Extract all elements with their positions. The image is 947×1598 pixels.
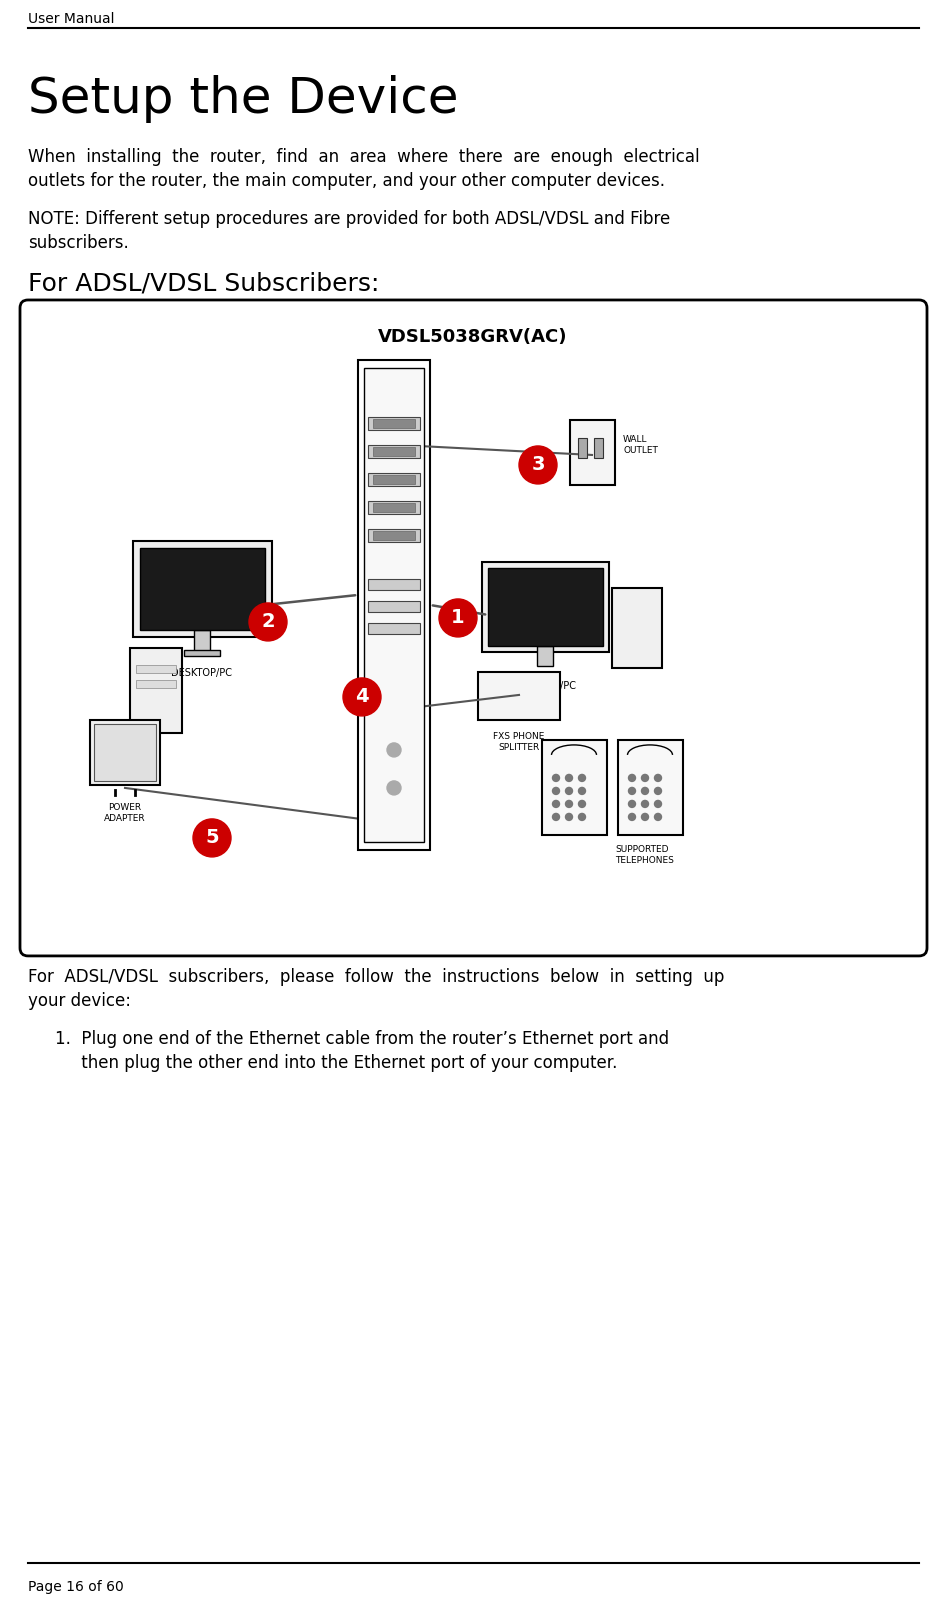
Circle shape [629,813,635,820]
Circle shape [641,775,649,781]
Bar [368,623,420,634]
Bar [478,671,560,721]
Bar [368,601,420,612]
Circle shape [629,801,635,807]
Bar [194,630,210,652]
Bar [570,420,615,484]
Circle shape [552,801,560,807]
Circle shape [552,813,560,820]
Circle shape [387,781,401,794]
Circle shape [193,818,231,857]
Text: 3: 3 [531,455,545,475]
Bar [482,562,609,652]
Bar [358,360,430,850]
Bar [373,475,415,484]
Circle shape [629,788,635,794]
Bar [368,529,420,542]
Bar [542,740,607,834]
Text: then plug the other end into the Ethernet port of your computer.: then plug the other end into the Etherne… [55,1055,617,1072]
Text: For  ADSL/VDSL  subscribers,  please  follow  the  instructions  below  in  sett: For ADSL/VDSL subscribers, please follow… [28,968,724,986]
Circle shape [439,599,477,638]
Text: DESKTOP/PC: DESKTOP/PC [514,681,576,690]
Circle shape [579,813,585,820]
Bar [364,368,424,842]
Circle shape [519,446,557,484]
FancyBboxPatch shape [20,300,927,956]
Text: WALL
OUTLET: WALL OUTLET [623,435,658,455]
Text: SUPPORTED
TELEPHONES: SUPPORTED TELEPHONES [615,845,674,865]
Text: 1.  Plug one end of the Ethernet cable from the router’s Ethernet port and: 1. Plug one end of the Ethernet cable fr… [55,1029,670,1048]
Circle shape [565,813,573,820]
Text: User Manual: User Manual [28,13,115,26]
Text: 4: 4 [355,687,368,706]
Bar [373,531,415,540]
Bar [368,417,420,430]
Bar [90,721,160,785]
Circle shape [552,775,560,781]
Circle shape [641,801,649,807]
Bar [373,447,415,455]
Circle shape [343,678,381,716]
Circle shape [641,813,649,820]
Text: DESKTOP/PC: DESKTOP/PC [171,668,233,678]
Circle shape [565,788,573,794]
Bar [94,724,156,781]
Circle shape [654,813,662,820]
Text: FXS PHONE
SPLITTER: FXS PHONE SPLITTER [493,732,545,753]
Bar [140,548,265,630]
Text: When  installing  the  router,  find  an  area  where  there  are  enough  elect: When installing the router, find an area… [28,149,700,166]
Circle shape [579,775,585,781]
Text: NOTE: Different setup procedures are provided for both ADSL/VDSL and Fibre: NOTE: Different setup procedures are pro… [28,209,670,229]
Text: VDSL5038GRV(AC): VDSL5038GRV(AC) [378,328,568,347]
Circle shape [629,775,635,781]
Circle shape [387,743,401,757]
Bar [578,438,587,459]
Circle shape [641,788,649,794]
Bar [368,578,420,590]
Bar [130,647,182,733]
Circle shape [552,788,560,794]
Bar [368,500,420,515]
Circle shape [579,801,585,807]
Text: 5: 5 [205,828,219,847]
Text: 2: 2 [261,612,275,631]
Bar [373,503,415,511]
Text: outlets for the router, the main computer, and your other computer devices.: outlets for the router, the main compute… [28,173,665,190]
Bar [488,567,603,646]
Text: 1: 1 [451,609,465,628]
Text: subscribers.: subscribers. [28,233,129,252]
Circle shape [579,788,585,794]
Circle shape [654,788,662,794]
Bar [594,438,603,459]
Text: POWER
ADAPTER: POWER ADAPTER [104,802,146,823]
Bar [184,650,220,655]
Bar [136,679,176,689]
Bar [133,542,272,638]
Text: Setup the Device: Setup the Device [28,75,458,123]
Circle shape [654,775,662,781]
Circle shape [565,801,573,807]
Bar [136,665,176,673]
Circle shape [654,801,662,807]
Circle shape [565,775,573,781]
Text: For ADSL/VDSL Subscribers:: For ADSL/VDSL Subscribers: [28,272,380,296]
Bar [537,646,553,666]
Bar [368,444,420,459]
Text: your device:: your device: [28,992,131,1010]
Bar [618,740,683,834]
Circle shape [249,602,287,641]
Bar [368,473,420,486]
Bar [373,419,415,428]
Text: Page 16 of 60: Page 16 of 60 [28,1580,124,1593]
Bar [612,588,662,668]
